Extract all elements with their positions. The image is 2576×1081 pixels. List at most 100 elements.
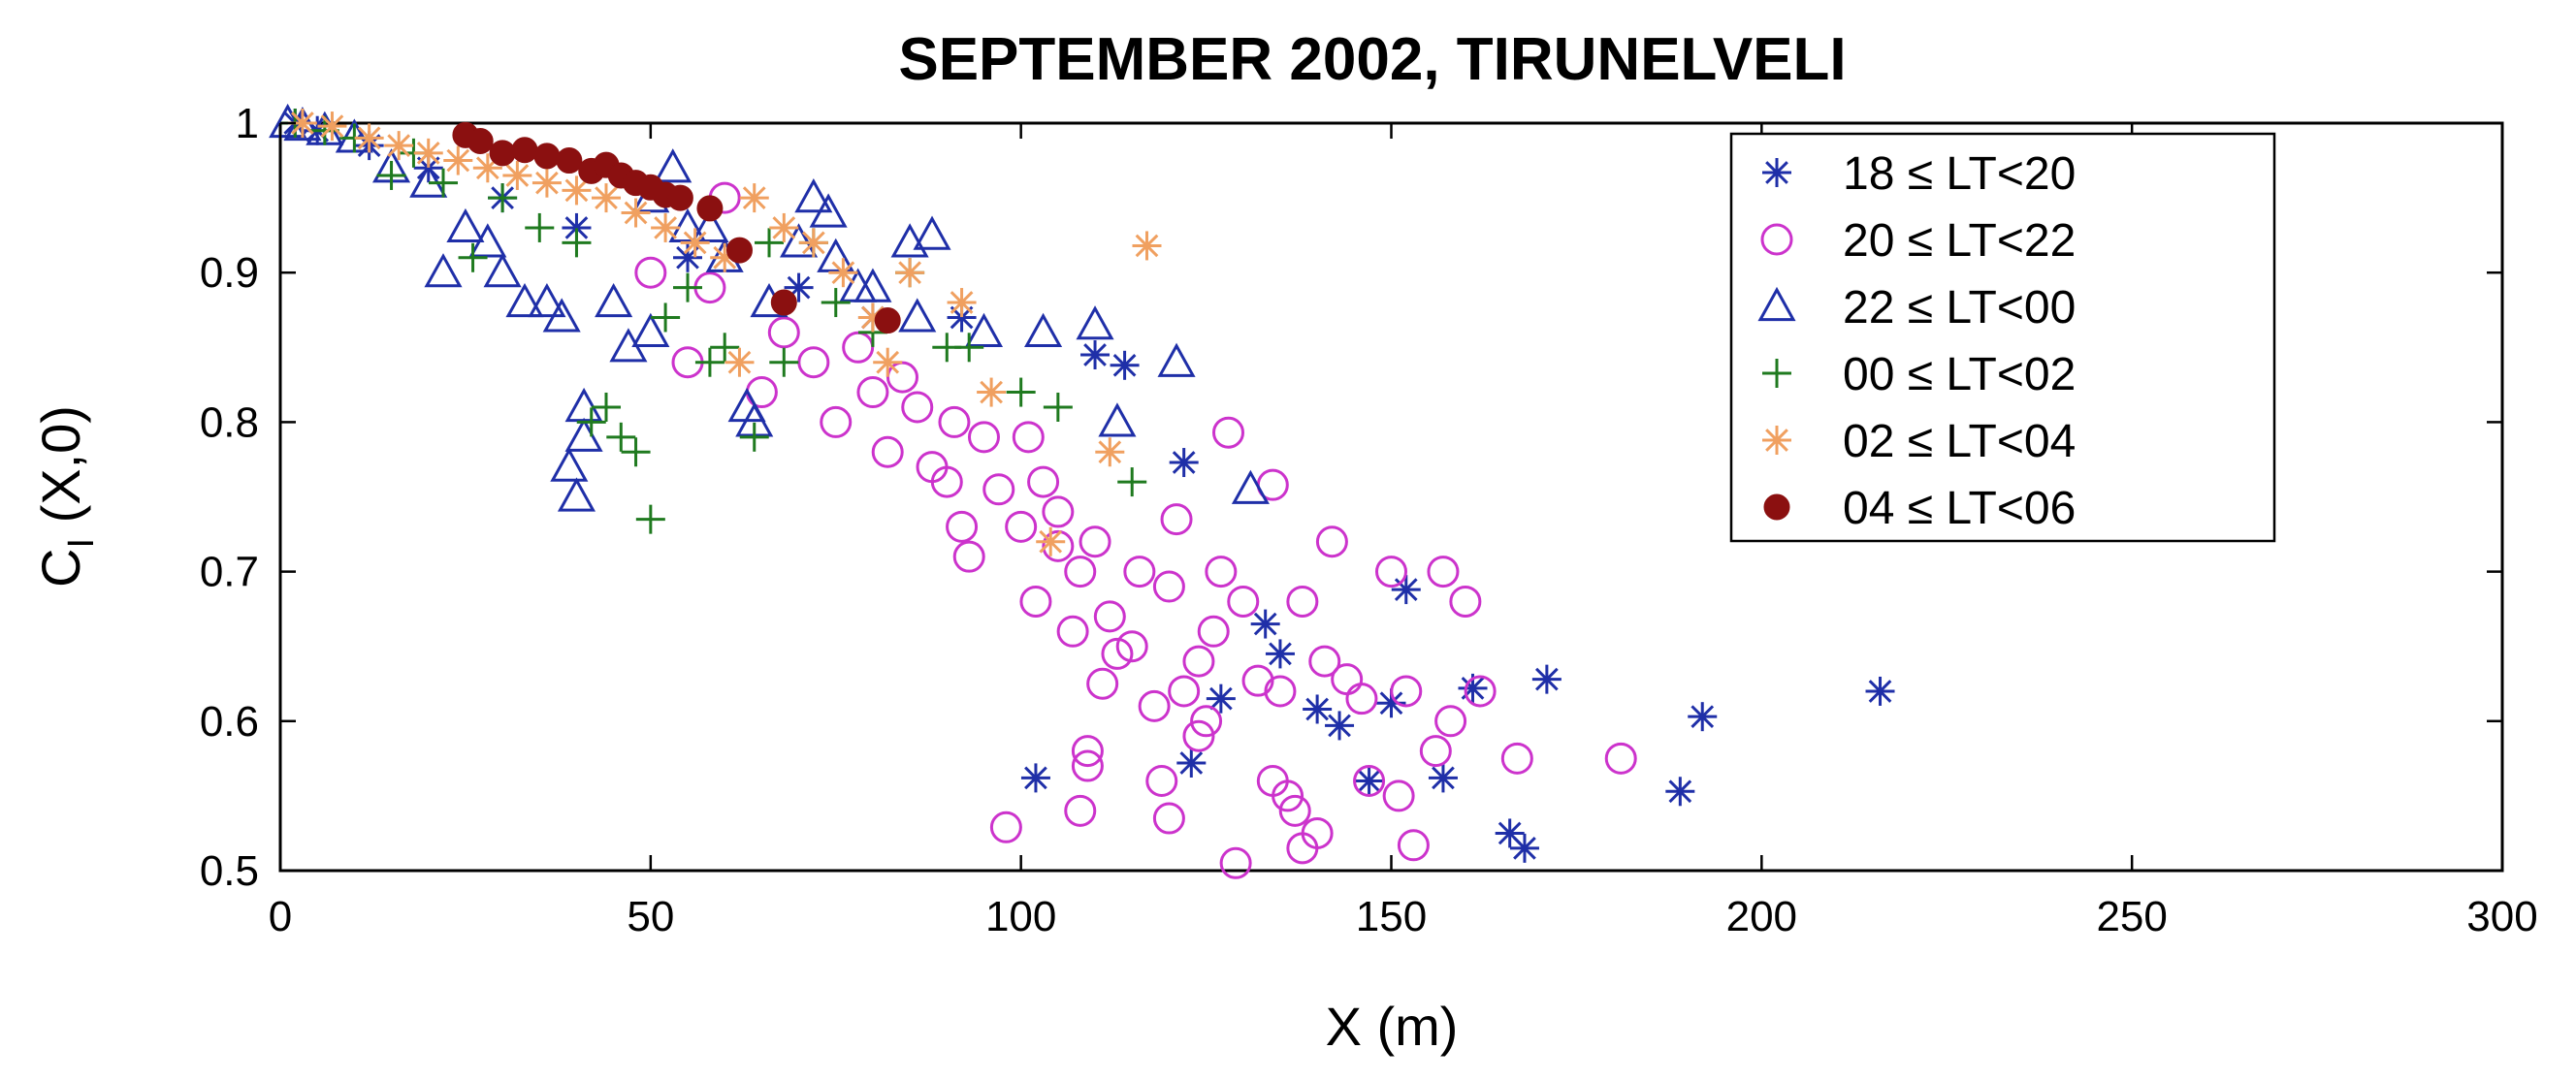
data-point-s2 <box>898 298 937 333</box>
data-point-s0 <box>1665 777 1695 807</box>
data-point-s1 <box>1375 556 1407 588</box>
data-point-s3 <box>739 422 769 452</box>
data-point-s1 <box>1419 735 1452 768</box>
data-point-s2 <box>595 282 633 318</box>
data-point-s3 <box>651 302 681 333</box>
data-point-s1 <box>1027 465 1060 498</box>
data-point-s0 <box>1688 702 1718 732</box>
data-point-s1 <box>1382 779 1415 812</box>
y-tick-label: 0.6 <box>200 698 259 746</box>
x-tick-label: 150 <box>1356 893 1427 940</box>
data-point-s1 <box>820 405 853 438</box>
data-point-s4 <box>502 160 532 190</box>
data-point-s2 <box>550 447 589 482</box>
legend-label: 04 ≤ LT<06 <box>1843 483 2076 534</box>
data-point-s1 <box>1604 742 1637 775</box>
data-point-s2 <box>1231 469 1270 504</box>
data-point-s1 <box>1315 525 1348 558</box>
data-point-s1 <box>1064 794 1097 827</box>
y-tick-label: 0.7 <box>200 549 259 596</box>
data-point-s1 <box>1331 663 1364 696</box>
data-point-s3 <box>1043 392 1073 422</box>
data-point-s2 <box>631 312 670 347</box>
data-point-s5 <box>511 137 538 164</box>
legend-entry: 20 ≤ LT<22 <box>1760 215 2076 267</box>
data-point-s4 <box>621 198 651 228</box>
data-point-s4 <box>1036 526 1066 556</box>
data-point-s5 <box>874 307 901 334</box>
data-point-s1 <box>1152 802 1185 835</box>
data-point-s1 <box>1219 846 1252 879</box>
data-point-s1 <box>1500 742 1533 775</box>
data-point-s2 <box>809 193 848 228</box>
data-point-s3 <box>562 228 592 258</box>
data-point-s1 <box>967 421 1000 454</box>
x-tick-label: 100 <box>985 893 1056 940</box>
data-point-s3 <box>635 504 665 534</box>
data-point-s0 <box>1325 711 1355 741</box>
data-point-s1 <box>952 540 985 573</box>
data-point-s3 <box>710 333 740 363</box>
data-point-s4 <box>828 258 858 288</box>
data-point-s4 <box>443 145 473 175</box>
data-point-s1 <box>946 510 979 543</box>
data-point-s1 <box>1182 645 1215 678</box>
data-marks <box>269 103 1895 879</box>
data-point-s0 <box>1020 763 1050 793</box>
data-point-s2 <box>794 178 833 213</box>
y-axis-label-rest: (X,0) <box>30 405 91 538</box>
x-axis-ticks: 0 50 100 150 200 250 300 <box>269 123 2538 940</box>
data-point-s1 <box>1264 675 1297 708</box>
data-point-s2 <box>528 282 566 318</box>
data-point-s3 <box>673 272 703 302</box>
data-point-s1 <box>1397 829 1430 862</box>
y-axis-label: CI (X,0) <box>30 405 102 588</box>
y-axis-ticks: 0.5 0.6 0.7 0.8 0.9 1 <box>200 100 2502 895</box>
data-point-s0 <box>1169 448 1199 478</box>
data-point-s4 <box>769 212 799 242</box>
data-point-s4 <box>592 183 622 213</box>
data-point-s2 <box>1098 402 1137 437</box>
data-point-s1 <box>1205 556 1238 588</box>
data-point-s4 <box>317 111 347 142</box>
data-point-s4 <box>651 212 681 242</box>
data-point-s1 <box>1241 664 1274 697</box>
data-point-s1 <box>1123 556 1156 588</box>
legend-label: 02 ≤ LT<04 <box>1843 416 2076 467</box>
x-axis-label: X (m) <box>1326 996 1459 1057</box>
data-point-s1 <box>938 405 971 438</box>
data-point-s2 <box>505 282 544 318</box>
legend-marker <box>1762 426 1791 455</box>
data-point-s4 <box>384 131 414 161</box>
data-point-s5 <box>666 184 693 211</box>
data-point-s5 <box>770 289 797 316</box>
legend-marker <box>1762 359 1791 388</box>
legend-label: 22 ≤ LT<00 <box>1843 282 2076 334</box>
data-point-s2 <box>564 387 603 423</box>
data-point-s3 <box>429 168 459 198</box>
data-point-s3 <box>576 407 606 437</box>
data-point-s2 <box>913 215 951 250</box>
data-point-s1 <box>886 361 918 394</box>
data-point-s1 <box>1390 675 1423 708</box>
data-point-s0 <box>1428 763 1458 793</box>
data-point-s0 <box>1391 575 1421 605</box>
data-point-s1 <box>1272 779 1304 812</box>
legend-items: 18 ≤ LT<20 20 ≤ LT<22 22 ≤ LT<00 00 ≤ LT<02… <box>1757 148 2076 534</box>
data-point-s1 <box>1042 495 1075 528</box>
data-point-s2 <box>446 207 485 243</box>
data-point-s1 <box>634 256 667 289</box>
data-point-s2 <box>691 207 729 243</box>
data-point-s4 <box>413 138 443 168</box>
data-point-s1 <box>745 376 778 409</box>
x-tick-label: 0 <box>269 893 292 940</box>
y-tick-label: 0.5 <box>200 847 259 895</box>
plot-area: 0 50 100 150 200 250 300 0.5 0.6 0.7 0.8 0.9 1 <box>200 100 2538 940</box>
data-point-s0 <box>1250 609 1280 639</box>
data-point-s2 <box>557 477 596 512</box>
data-point-s1 <box>1115 630 1148 663</box>
data-point-s0 <box>1080 340 1111 370</box>
data-point-s4 <box>562 175 592 206</box>
data-point-s1 <box>1449 585 1482 618</box>
